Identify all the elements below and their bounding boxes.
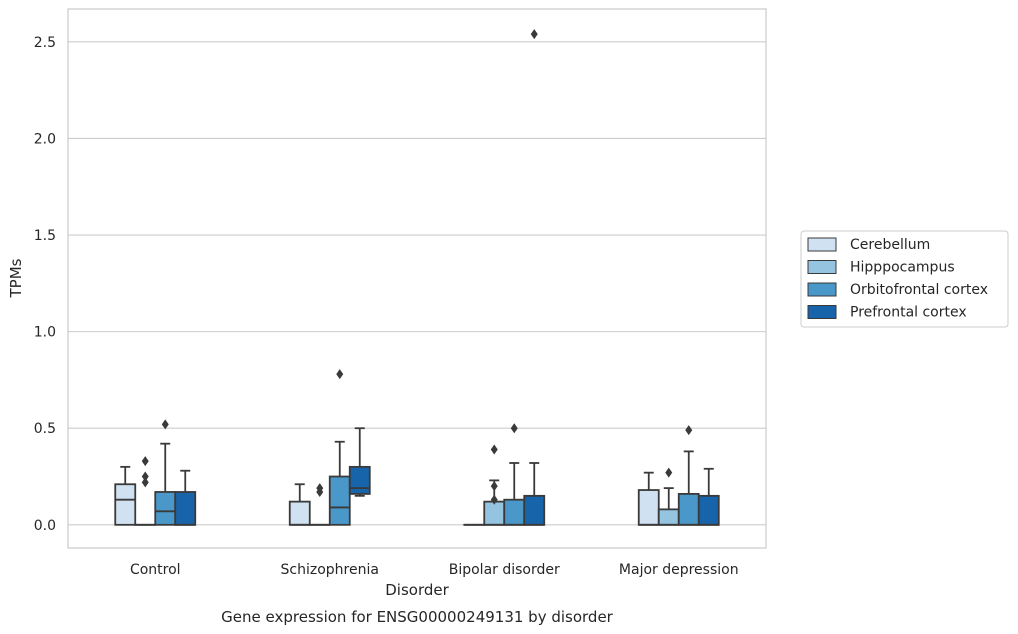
box-cerebellum-0 (114, 465, 137, 526)
outlier-point (316, 483, 324, 494)
y-tick-label: 1.5 (34, 228, 56, 244)
box-iqr (657, 508, 680, 526)
legend-label: Orbitofrontal cortex (850, 282, 988, 298)
box-iqr (677, 493, 700, 526)
outlier-point (490, 481, 498, 492)
legend-swatch (807, 237, 837, 252)
legend-frame (800, 230, 1009, 328)
box-iqr (523, 494, 546, 526)
box-orbitofrontal-cortex-0 (154, 419, 177, 526)
box-orbitofrontal-cortex-1 (328, 369, 351, 526)
x-tick-label: Bipolar disorder (449, 562, 560, 578)
plot-marks (114, 29, 720, 526)
box-hipppocampus-2 (483, 444, 506, 526)
box-iqr (503, 498, 526, 526)
box-iqr (697, 494, 720, 526)
y-tick-label: 2.0 (34, 131, 56, 147)
box-hipppocampus-3 (657, 467, 680, 526)
outlier-point (141, 477, 149, 488)
box-prefrontal-cortex-3 (697, 467, 720, 526)
legend-swatch (807, 260, 837, 274)
box-iqr (328, 475, 351, 526)
y-axis-label: TPMs (7, 258, 25, 298)
box-cerebellum-1 (288, 483, 311, 526)
box-prefrontal-cortex-1 (348, 427, 371, 497)
legend-label: Cerebellum (850, 237, 930, 253)
legend-label: Hipppocampus (850, 260, 955, 276)
box-prefrontal-cortex-2 (523, 29, 546, 526)
legend: Cerebellum Hipppocampus Orbitofrontal cort… (800, 230, 1009, 328)
box-iqr (114, 483, 137, 526)
gridlines (68, 41, 766, 526)
x-axis-ticks: Control Schizophrenia Bipolar disorder Majo… (130, 562, 739, 578)
outlier-point (530, 29, 538, 40)
outlier-point (665, 467, 673, 478)
outlier-point (685, 425, 693, 436)
y-tick-label: 1.0 (34, 325, 56, 341)
x-axis-label: Disorder (385, 581, 449, 599)
box-cerebellum-3 (637, 471, 660, 526)
outlier-point (490, 444, 498, 455)
box-iqr (154, 491, 177, 526)
chart-title: Gene expression for ENSG00000249131 by d… (221, 608, 614, 626)
x-tick-label: Schizophrenia (281, 562, 379, 578)
outlier-point (141, 456, 149, 467)
outlier-point (490, 494, 498, 505)
outlier-point (161, 419, 169, 430)
x-tick-label: Major depression (619, 562, 739, 578)
box-iqr (348, 465, 371, 495)
legend-swatch (807, 282, 837, 297)
y-tick-label: 2.5 (34, 35, 56, 51)
box-hipppocampus-1 (308, 483, 331, 526)
box-iqr (288, 500, 311, 526)
legend-label: Prefrontal cortex (850, 305, 967, 321)
x-tick-label: Control (130, 562, 181, 578)
y-tick-label: 0.0 (34, 518, 56, 534)
outlier-point (141, 471, 149, 482)
box-iqr (483, 500, 506, 526)
box-iqr (637, 489, 660, 526)
box-orbitofrontal-cortex-2 (503, 423, 526, 526)
y-axis-ticks: 0.0 0.5 1.0 1.5 2.0 2.5 (34, 35, 56, 534)
outlier-point (510, 423, 518, 434)
legend-swatch (807, 305, 837, 319)
y-tick-label: 0.5 (34, 421, 56, 437)
box-prefrontal-cortex-0 (174, 469, 197, 526)
box-orbitofrontal-cortex-3 (677, 425, 700, 526)
box-iqr (174, 491, 197, 526)
plot-frame (67, 8, 767, 549)
box-hipppocampus-0 (134, 456, 157, 526)
outlier-point (336, 369, 344, 380)
